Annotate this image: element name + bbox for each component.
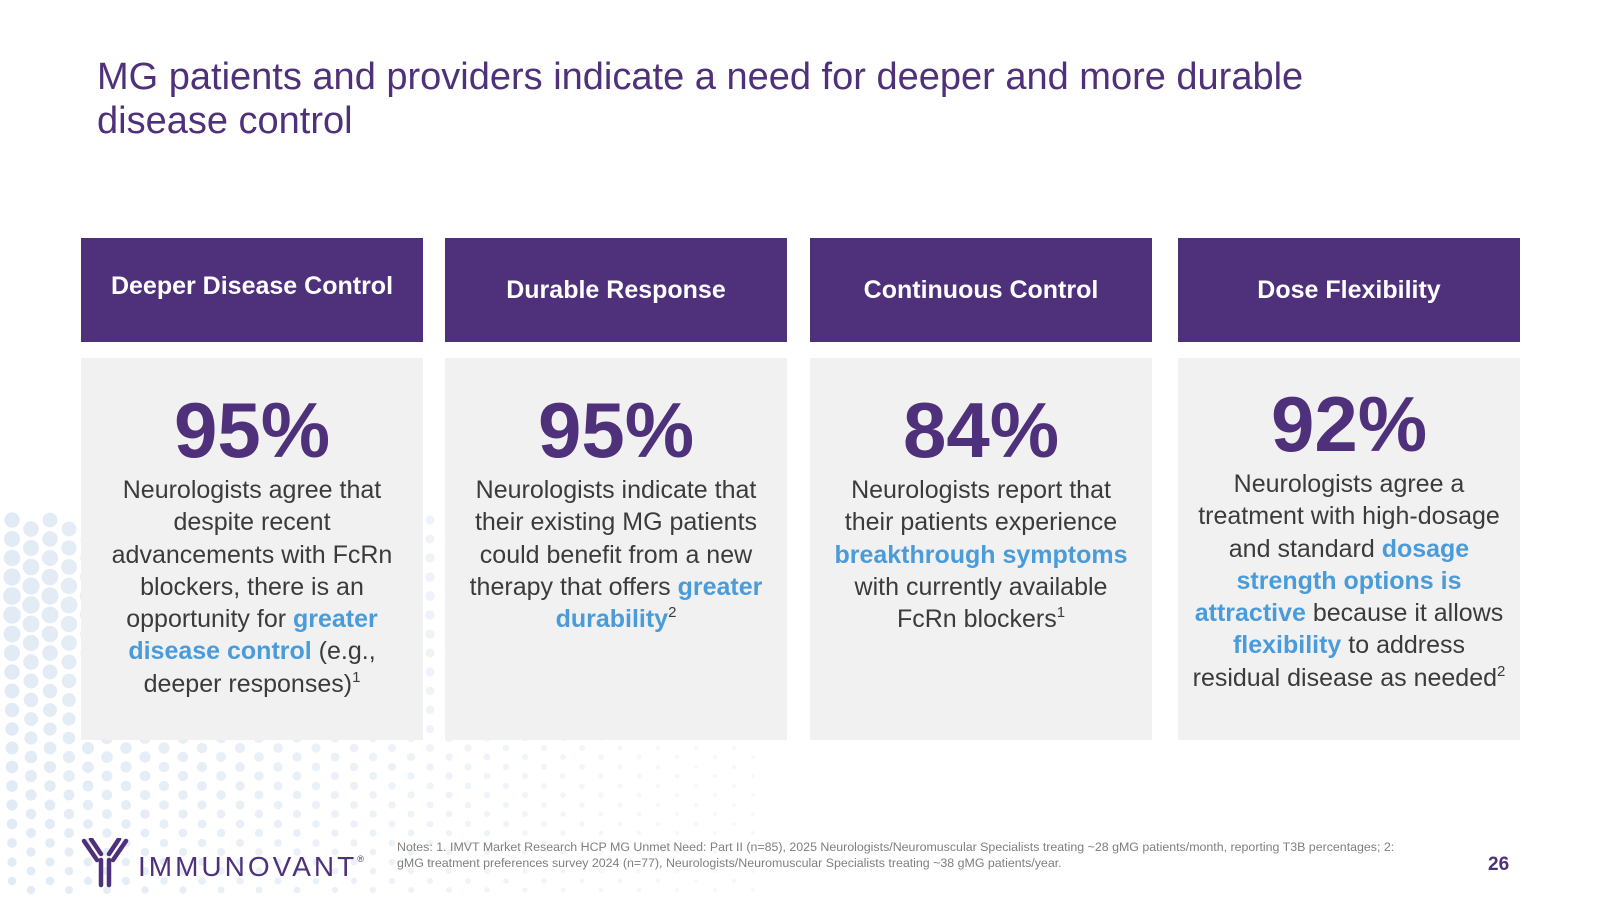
logo-wordmark-text: IMMUNOVANT <box>138 851 358 882</box>
card-body-continuous-control: 84% Neurologists report that their patie… <box>810 358 1152 740</box>
description-text: (e.g., deeper responses) <box>143 637 376 698</box>
company-logo: IMMUNOVANT® <box>80 838 364 888</box>
card-heading-label: Deeper Disease Control <box>110 271 394 300</box>
footnotes: Notes: 1. IMVT Market Research HCP MG Un… <box>397 840 1395 870</box>
description-text: to address residual disease as needed <box>1192 631 1498 692</box>
card-heading-deeper-disease-control: Deeper Disease Control <box>81 238 423 342</box>
stat-description: Neurologists agree that despite recent a… <box>95 474 409 700</box>
card-heading-durable-response: Durable Response <box>445 238 787 342</box>
description-text: Neurologists report that their patients … <box>844 476 1118 537</box>
highlight-text: breakthrough symptoms <box>834 540 1128 569</box>
card-body-deeper-disease-control: 95% Neurologists agree that despite rece… <box>81 358 423 740</box>
logo-wordmark: IMMUNOVANT® <box>138 845 364 881</box>
antibody-logo-icon <box>81 838 129 888</box>
stat-percent: 95% <box>173 386 331 474</box>
highlight-text: flexibility <box>1232 631 1342 660</box>
footnote-ref: 2 <box>668 604 677 622</box>
footnote-ref: 2 <box>1497 662 1506 680</box>
registered-mark: ® <box>357 854 364 864</box>
highlight-text: greater durability <box>555 572 763 634</box>
card-heading-label: Dose Flexibility <box>1257 275 1441 304</box>
description-text: because it allows <box>1305 599 1504 628</box>
page-number: 26 <box>1488 854 1510 875</box>
description-text: with currently available FcRn blockers <box>854 572 1108 634</box>
footnote-ref: 1 <box>1056 604 1066 622</box>
card-heading-dose-flexibility: Dose Flexibility <box>1178 238 1520 342</box>
stat-percent: 92% <box>1270 380 1428 468</box>
stat-description: Neurologists report that their patients … <box>824 474 1138 635</box>
card-body-dose-flexibility: 92% Neurologists agree a treatment with … <box>1178 358 1520 740</box>
footnote-ref: 1 <box>352 668 361 686</box>
highlight-text: greater disease control <box>128 605 378 666</box>
slide-title: MG patients and providers indicate a nee… <box>97 56 1304 142</box>
description-text: Neurologists indicate that their existin… <box>469 476 758 601</box>
highlight-text: dosage strength options is attractive <box>1194 534 1470 628</box>
card-heading-label: Continuous Control <box>863 275 1099 304</box>
description-text: Neurologists agree that despite recent a… <box>111 476 393 634</box>
card-body-durable-response: 95% Neurologists indicate that their exi… <box>445 358 787 740</box>
stat-percent: 84% <box>902 386 1060 474</box>
stat-percent: 95% <box>537 386 695 474</box>
stat-description: Neurologists indicate that their existin… <box>459 474 773 635</box>
card-heading-continuous-control: Continuous Control <box>810 238 1152 342</box>
description-text: Neurologists agree a treatment with high… <box>1198 470 1500 563</box>
stat-description: Neurologists agree a treatment with high… <box>1192 468 1506 694</box>
card-heading-label: Durable Response <box>506 275 726 304</box>
